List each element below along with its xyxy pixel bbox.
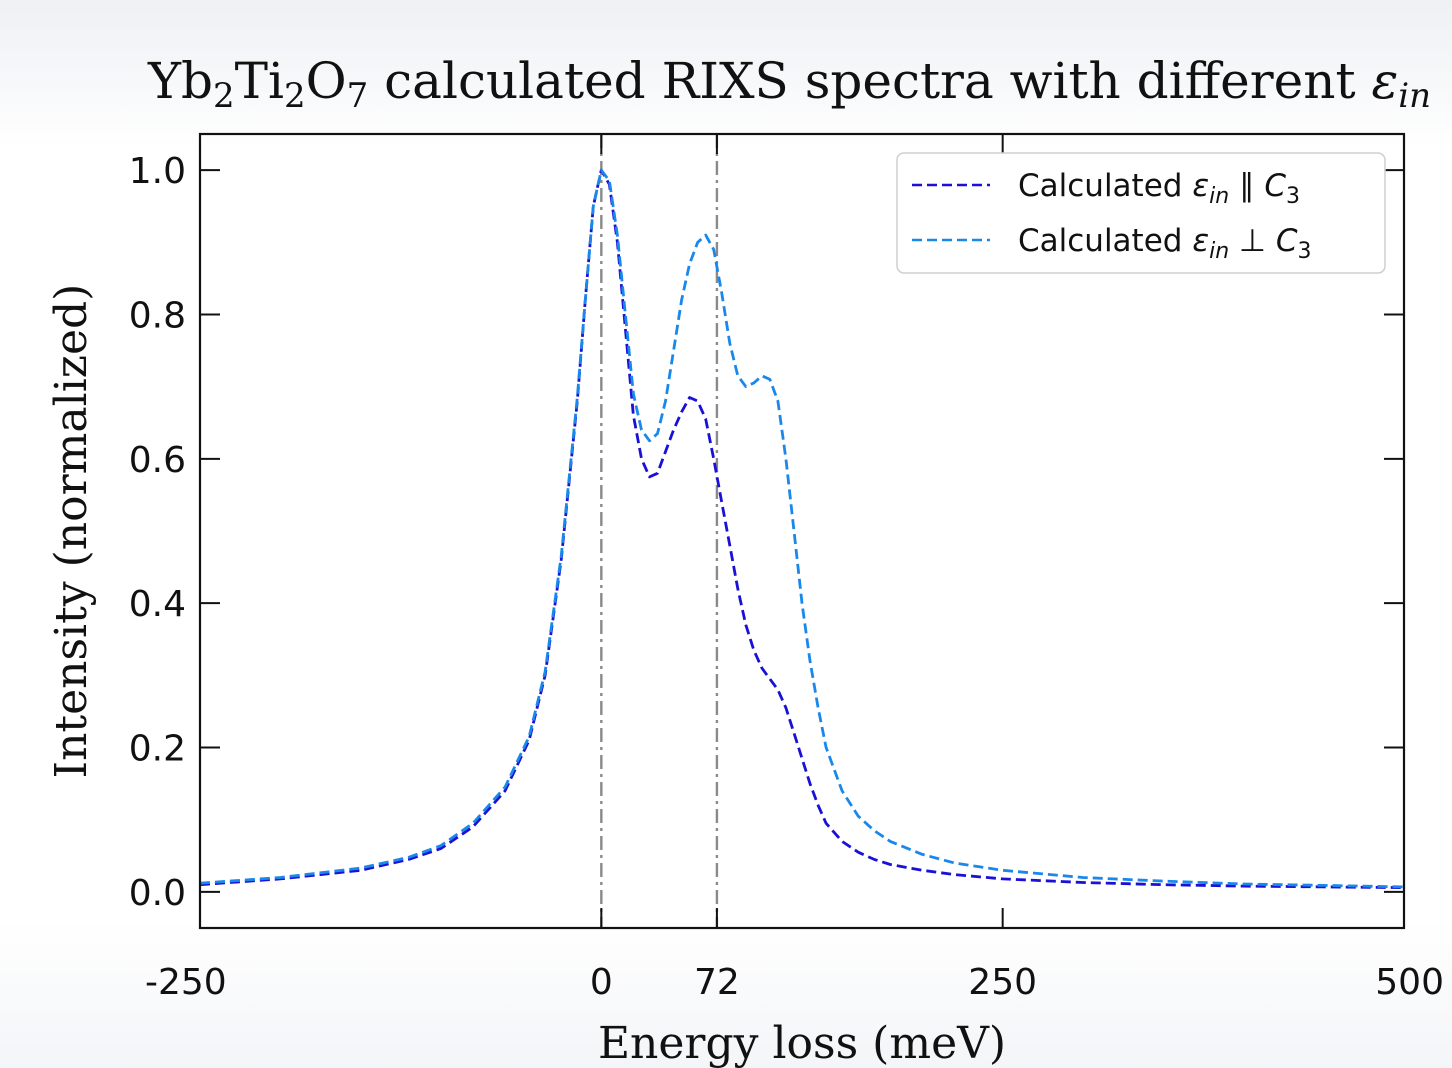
chart-title: Yb2Ti2O7 calculated RIXS spectra with di…: [147, 52, 1431, 116]
legend-box: [896, 152, 1386, 274]
series-line-perpendicular: [200, 168, 1404, 889]
y-tick-label: 0.4: [129, 584, 186, 625]
y-tick-label: 0.0: [129, 873, 186, 914]
y-tick-label: 0.6: [129, 440, 186, 481]
y-tick-label: 0.2: [129, 729, 186, 770]
y-tick-label: 1.0: [129, 151, 186, 192]
x-tick-label: -250: [145, 962, 227, 1003]
x-axis-label: Energy loss (meV): [598, 1018, 1006, 1068]
x-tick-label: 250: [968, 962, 1037, 1003]
legend: Calculated εin ∥ C3 Calculated εin ⊥ C3: [896, 152, 1386, 274]
legend-label-perpendicular: Calculated εin ⊥ C3: [1018, 223, 1312, 264]
plot-frame: [198, 132, 1406, 930]
y-axis-label: Intensity (normalized): [46, 284, 97, 779]
x-tick-label: 72: [694, 962, 740, 1003]
series-line-parallel: [200, 168, 1404, 889]
legend-label-parallel: Calculated εin ∥ C3: [1018, 168, 1300, 209]
y-tick-label: 0.8: [129, 295, 186, 336]
x-tick-label: 0: [590, 962, 613, 1003]
x-tick-label: 500: [1375, 962, 1444, 1003]
